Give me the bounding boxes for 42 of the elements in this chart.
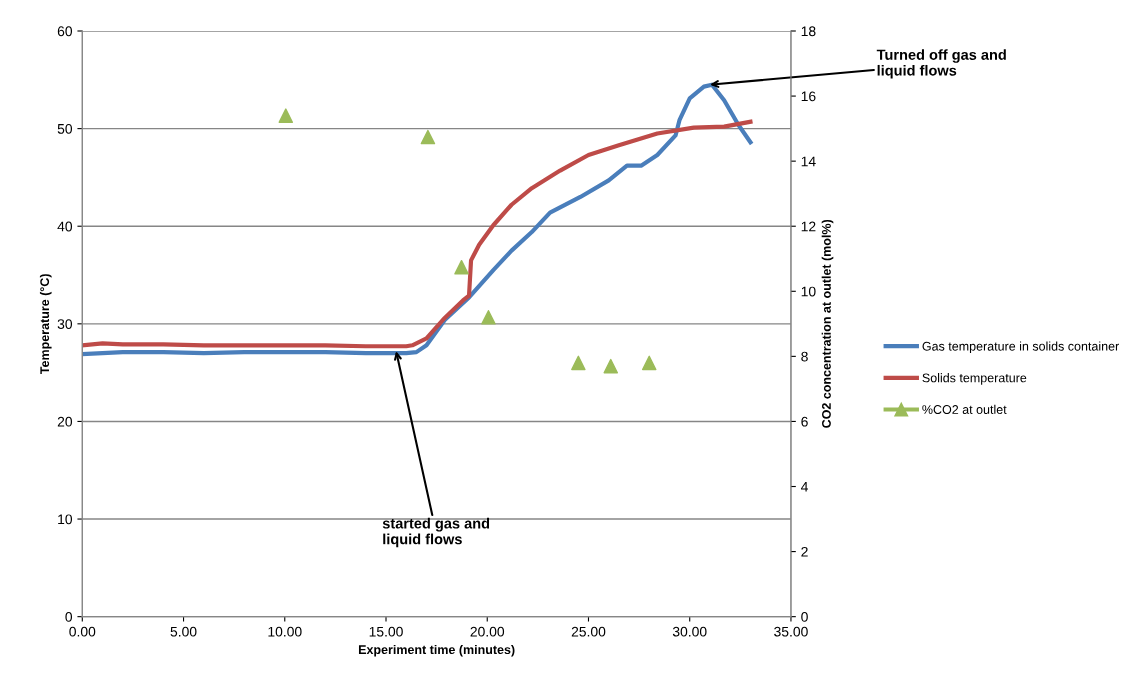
y2-tick-label: 4 [801,481,808,492]
y2-tick-label: 2 [801,546,808,557]
line-series [82,119,753,349]
y-tick-label: 40 [57,221,73,232]
x-tick-label: 20.00 [470,626,505,637]
legend-label: Solids temperature [922,373,1027,385]
x-tick-label: 15.00 [369,626,403,637]
y-tick-label: 10 [58,514,73,525]
point [603,358,619,374]
y2-tick-label: 14 [801,156,816,167]
annotation: started gas and liquid flows [382,517,490,548]
x-tick-label: 0.00 [69,626,96,637]
legend-label: %CO2 at outlet [922,404,1007,414]
y-tick-label: 0 [65,611,73,622]
x-tick-label: 25.00 [571,626,606,637]
y2-tick-label: 18 [801,26,816,37]
x-tick-label: 30.00 [672,626,707,637]
legend-label: Gas temperature in solids container [922,341,1120,354]
y2-tick-label: 10 [801,286,816,297]
point [641,355,657,371]
y2-tick-label: 16 [801,91,816,102]
point [454,259,469,275]
point [571,355,586,371]
y-tick-label: 30 [57,319,73,329]
y2-tick-label: 8 [801,351,808,362]
x-tick-label: 5.00 [170,626,197,637]
point [278,108,294,123]
y2-axis-title: CO2 concentration at outlet (mol%) [821,219,834,428]
y-tick-label: 60 [57,26,73,37]
x-tick-label: 10.00 [268,626,302,637]
x-axis-title: Experiment time (minutes) [358,644,515,657]
y2-tick-label: 12 [801,221,816,232]
y-axis-title: Temperature (°C) [39,274,52,374]
y-tick-label: 20 [57,416,73,427]
point [420,129,436,145]
line-series [82,82,753,357]
point [481,310,496,325]
y2-tick-label: 6 [801,416,808,427]
x-tick-label: 35.00 [774,626,808,637]
y2-tick-label: 0 [801,611,808,622]
y-tick-label: 50 [57,123,73,134]
annotation: Turned off gas and liquid flows [876,49,1006,79]
